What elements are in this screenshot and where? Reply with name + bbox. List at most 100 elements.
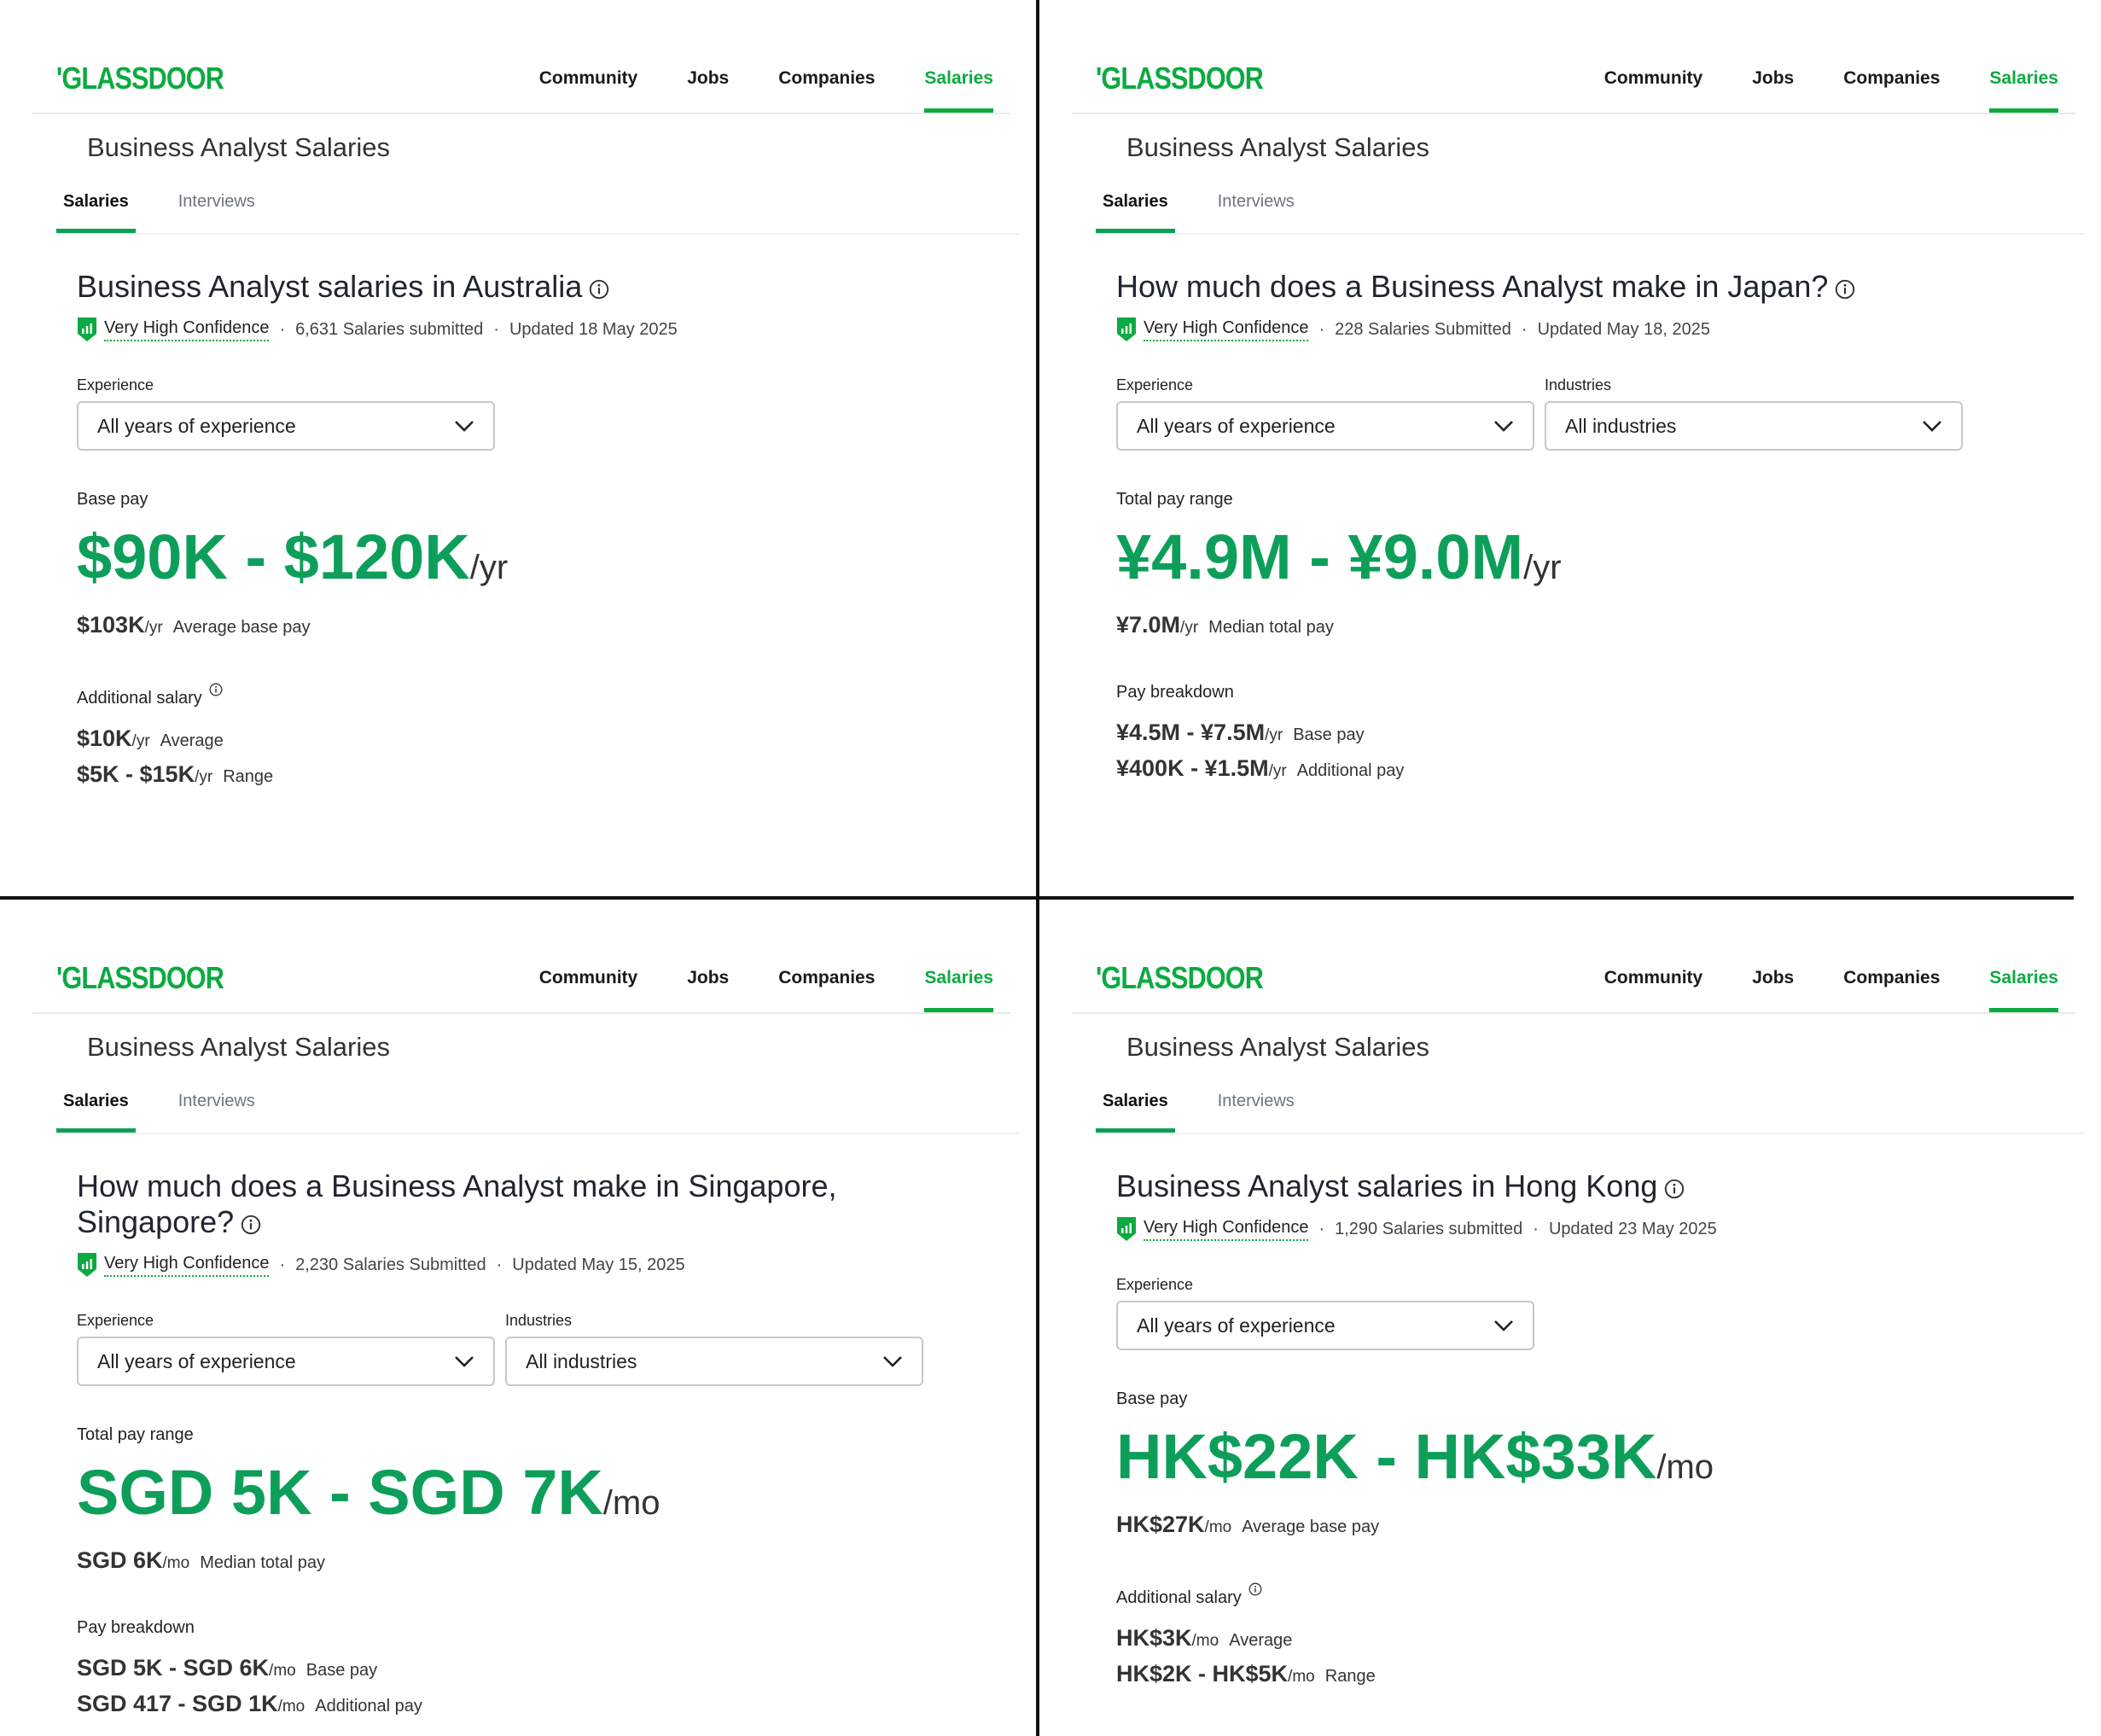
row-label: Range — [223, 767, 274, 786]
header: GLASSDOOR Community Jobs Companies Salaries — [32, 44, 1010, 114]
row-label: Additional pay — [1296, 761, 1405, 780]
page-title: Business Analyst Salaries — [87, 1032, 390, 1062]
nav-item[interactable]: Jobs — [687, 68, 730, 88]
meta: Very High Confidence · 2,230 Salaries Subm… — [77, 1252, 1002, 1278]
nav-item[interactable]: Companies — [778, 968, 876, 987]
panel: GLASSDOOR Community Jobs Companies Salaries B… — [0, 900, 1036, 1736]
dropdown-value: All years of experience — [1137, 1314, 1336, 1337]
dropdown[interactable]: All industries — [1545, 401, 1963, 451]
info-icon[interactable] — [589, 279, 609, 300]
dropdown[interactable]: All years of experience — [1116, 1301, 1534, 1350]
chevron — [1494, 1320, 1513, 1331]
confidence[interactable]: Very High Confidence — [104, 1254, 270, 1277]
updated: Updated May 18, 2025 — [1537, 319, 1710, 339]
nav-item[interactable]: Salaries — [924, 944, 993, 1012]
tab[interactable]: Interviews — [178, 192, 255, 211]
tab[interactable]: Interviews — [1217, 192, 1295, 211]
row-value: $10K — [77, 725, 132, 751]
pay-label: Total pay range — [1116, 490, 1233, 509]
tab[interactable]: Interviews — [178, 1092, 255, 1110]
nav-item[interactable]: Jobs — [1752, 968, 1795, 987]
submitted: 228 Salaries Submitted — [1335, 319, 1511, 339]
page-title: Business Analyst Salaries — [1126, 132, 1429, 162]
confidence[interactable]: Very High Confidence — [104, 318, 270, 341]
row-label: Average — [1229, 1631, 1293, 1650]
nav-item[interactable]: Jobs — [687, 968, 730, 987]
panel: GLASSDOOR Community Jobs Companies Salaries B… — [0, 0, 1036, 896]
heading-text: Business Analyst salaries in Hong Kong — [1116, 1168, 1658, 1203]
dropdown[interactable]: All years of experience — [1116, 401, 1534, 451]
info-icon[interactable] — [1664, 1179, 1685, 1199]
row-value: HK$2K - HK$5K — [1116, 1661, 1289, 1686]
nav-item[interactable]: Companies — [1843, 968, 1941, 987]
nav-item[interactable]: Community — [1603, 68, 1703, 88]
dropdown-value: All years of experience — [1137, 414, 1336, 437]
heading-text: Business Analyst salaries in Australia — [77, 269, 583, 304]
pay-row: ¥400K - ¥1.5M/yr Additional pay — [1116, 752, 2067, 788]
summary-label: Median total pay — [1208, 618, 1334, 637]
section-label: Pay breakdown — [1116, 683, 2067, 702]
dropdown-value: All years of experience — [97, 414, 296, 437]
pay-row: $5K - $15K/yr Range — [77, 758, 1002, 794]
filter-label: Industries — [1545, 376, 1612, 393]
section-label-text: Additional salary — [77, 689, 202, 708]
nav-item[interactable]: Companies — [1843, 68, 1941, 88]
tabs: Salaries Interviews — [1096, 1075, 2084, 1134]
submitted: 1,290 Salaries submitted — [1335, 1219, 1523, 1238]
nav-item[interactable]: Salaries — [924, 44, 993, 113]
heading: How much does a Business Analyst make in… — [77, 1168, 862, 1240]
nav: Community Jobs Companies Salaries — [1604, 944, 2058, 1012]
filter: Experience All years of experience — [1116, 1276, 1534, 1350]
tab[interactable]: Salaries — [1096, 175, 1175, 233]
rows: $10K/yr Average $5K - $15K/yr Range — [77, 722, 1002, 794]
tab[interactable]: Salaries — [56, 1075, 136, 1133]
summary-label: Average base pay — [172, 618, 311, 637]
separator: · — [493, 319, 499, 339]
pay-row: SGD 5K - SGD 6K/mo Base pay — [77, 1652, 1002, 1687]
nav-item[interactable]: Community — [538, 68, 638, 88]
nav-item[interactable]: Community — [1603, 968, 1703, 987]
dropdown[interactable]: All years of experience — [77, 401, 495, 451]
info-icon[interactable] — [209, 683, 223, 696]
row-value: HK$3K — [1116, 1625, 1192, 1651]
nav-item[interactable]: Jobs — [1752, 68, 1795, 88]
pay-row: $10K/yr Average — [77, 722, 1002, 758]
divider — [1036, 0, 1039, 1736]
summary-value: HK$27K — [1116, 1512, 1205, 1537]
logo[interactable]: GLASSDOOR — [56, 61, 224, 96]
nav-item[interactable]: Companies — [778, 68, 876, 88]
chevron — [883, 1356, 902, 1367]
dropdown[interactable]: All years of experience — [77, 1337, 495, 1386]
summary: ¥7.0M/yr Median total pay — [1116, 612, 2067, 638]
info-icon[interactable] — [241, 1215, 261, 1235]
pay-row: HK$2K - HK$5K/mo Range — [1116, 1657, 2067, 1693]
summary-value: ¥7.0M — [1116, 612, 1181, 638]
tab[interactable]: Salaries — [56, 175, 136, 233]
nav-item[interactable]: Salaries — [1989, 44, 2058, 113]
confidence[interactable]: Very High Confidence — [1144, 318, 1309, 341]
info-icon[interactable] — [1835, 279, 1855, 300]
content: How much does a Business Analyst make in… — [77, 1168, 1002, 1723]
row-unit: /yr — [131, 732, 150, 750]
row-value: SGD 417 - SGD 1K — [77, 1691, 278, 1716]
tab[interactable]: Salaries — [1096, 1075, 1175, 1133]
nav-item[interactable]: Salaries — [1989, 944, 2058, 1012]
logo[interactable]: GLASSDOOR — [1096, 61, 1263, 96]
nav-item[interactable]: Community — [538, 968, 638, 987]
section-label-text: Additional salary — [1116, 1588, 1242, 1607]
panel: GLASSDOOR Community Jobs Companies Salaries B… — [1039, 900, 2101, 1736]
range-unit: /mo — [1656, 1448, 1714, 1486]
content: How much does a Business Analyst make in… — [1116, 269, 2067, 788]
confidence-icon — [78, 1253, 96, 1277]
confidence[interactable]: Very High Confidence — [1144, 1218, 1309, 1241]
info-icon[interactable] — [1248, 1582, 1262, 1596]
dropdown[interactable]: All industries — [505, 1337, 923, 1386]
tab[interactable]: Interviews — [1217, 1092, 1295, 1110]
logo[interactable]: GLASSDOOR — [56, 960, 224, 996]
logo[interactable]: GLASSDOOR — [1096, 960, 1263, 996]
confidence-icon — [78, 317, 96, 341]
filter: Industries All industries — [1545, 376, 1963, 451]
heading: Business Analyst salaries in Australia — [77, 269, 862, 305]
meta: Very High Confidence · 6,631 Salaries subm… — [77, 317, 1002, 342]
filter: Experience All years of experience — [77, 1312, 495, 1386]
